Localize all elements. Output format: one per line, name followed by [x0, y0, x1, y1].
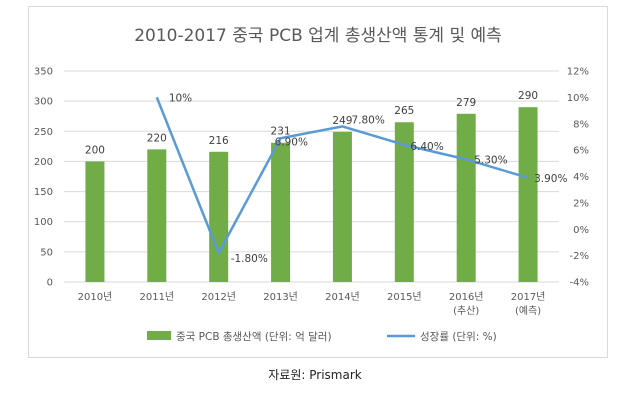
x-tick-label: 2017년 [511, 291, 546, 303]
bar [271, 142, 291, 282]
y-right-tick-label: 4% [573, 172, 589, 183]
bar-value-label: 279 [456, 97, 476, 109]
legend-label-line: 성장률 (단위: %) [420, 330, 497, 343]
source-note: 자료원: Prismark [268, 368, 362, 382]
y-right-tick-label: 2% [573, 198, 589, 209]
bar-value-label: 220 [147, 132, 167, 144]
bar-value-label: 249 [332, 115, 352, 127]
y-left-tick-label: 200 [34, 157, 53, 168]
x-tick-label: (추산) [453, 305, 479, 317]
chart-title: 2010-2017 중국 PCB 업계 총생산액 통계 및 예측 [134, 26, 502, 46]
growth-value-label: 3.90% [534, 173, 567, 185]
y-right-tick-label: 8% [573, 119, 589, 130]
bar [518, 107, 538, 283]
x-tick-label: 2015년 [387, 291, 422, 303]
y-right-tick-label: -2% [570, 251, 589, 262]
x-tick-label: (예측) [515, 305, 541, 317]
chart-frame: 2010-2017 중국 PCB 업계 총생산액 통계 및 예측 200 220 2… [28, 6, 608, 358]
growth-value-label: 5.30% [474, 154, 507, 166]
bar [394, 122, 414, 282]
x-tick-label: 2010년 [78, 291, 113, 303]
bar-value-label: 231 [271, 126, 291, 138]
bar-value-label: 216 [209, 135, 229, 147]
x-tick-label: 2012년 [201, 291, 236, 303]
y-right-tick-label: 0% [573, 225, 589, 236]
x-tick-label: 2014년 [325, 291, 360, 303]
y-left-tick-label: 300 [34, 97, 53, 108]
y-left-tick-label: 0 [47, 278, 53, 289]
bar [456, 113, 476, 282]
growth-value-label: 7.80% [351, 114, 384, 126]
bar-value-label: 200 [85, 144, 105, 156]
x-tick-label: 2013년 [263, 291, 298, 303]
growth-value-label: 10% [169, 92, 192, 104]
y-left-tick-label: 100 [34, 217, 53, 228]
bar-value-label: 290 [518, 90, 538, 102]
y-right-tick-label: 6% [573, 146, 589, 157]
bar-value-label: 265 [394, 105, 414, 117]
y-left-tick-label: 50 [40, 247, 53, 258]
legend-label-bars: 중국 PCB 총생산액 (단위: 억 달러) [176, 330, 332, 343]
x-tick-label: 2016년 [449, 291, 484, 303]
bar [147, 149, 167, 282]
growth-value-label: 6.40% [410, 141, 443, 153]
y-left-tick-label: 350 [34, 67, 53, 78]
legend-swatch-bars [147, 331, 171, 340]
y-left-tick-label: 150 [34, 187, 53, 198]
bar [209, 151, 229, 282]
y-right-tick-label: -4% [570, 278, 589, 289]
y-right-tick-label: 10% [567, 93, 589, 104]
chart: 2010-2017 중국 PCB 업계 총생산액 통계 및 예측 200 220 2… [34, 26, 589, 343]
bar [85, 161, 105, 282]
bar [332, 131, 352, 282]
growth-value-label: -1.80% [231, 253, 268, 265]
y-right-tick-label: 12% [567, 67, 589, 78]
growth-value-label: 6.90% [275, 136, 308, 148]
y-left-tick-label: 250 [34, 127, 53, 138]
x-tick-label: 2011년 [139, 291, 174, 303]
